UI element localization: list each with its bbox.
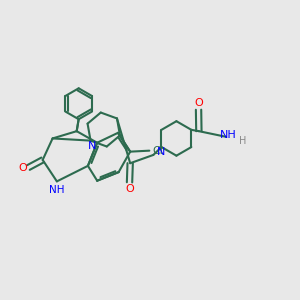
Text: N: N	[157, 147, 166, 158]
Text: O: O	[18, 163, 27, 172]
Text: NH: NH	[49, 185, 64, 195]
Text: NH: NH	[220, 130, 237, 140]
Text: O: O	[126, 184, 134, 194]
Text: N: N	[88, 141, 96, 151]
Text: H: H	[238, 136, 246, 146]
Text: Cl: Cl	[153, 146, 164, 156]
Text: O: O	[195, 98, 203, 108]
